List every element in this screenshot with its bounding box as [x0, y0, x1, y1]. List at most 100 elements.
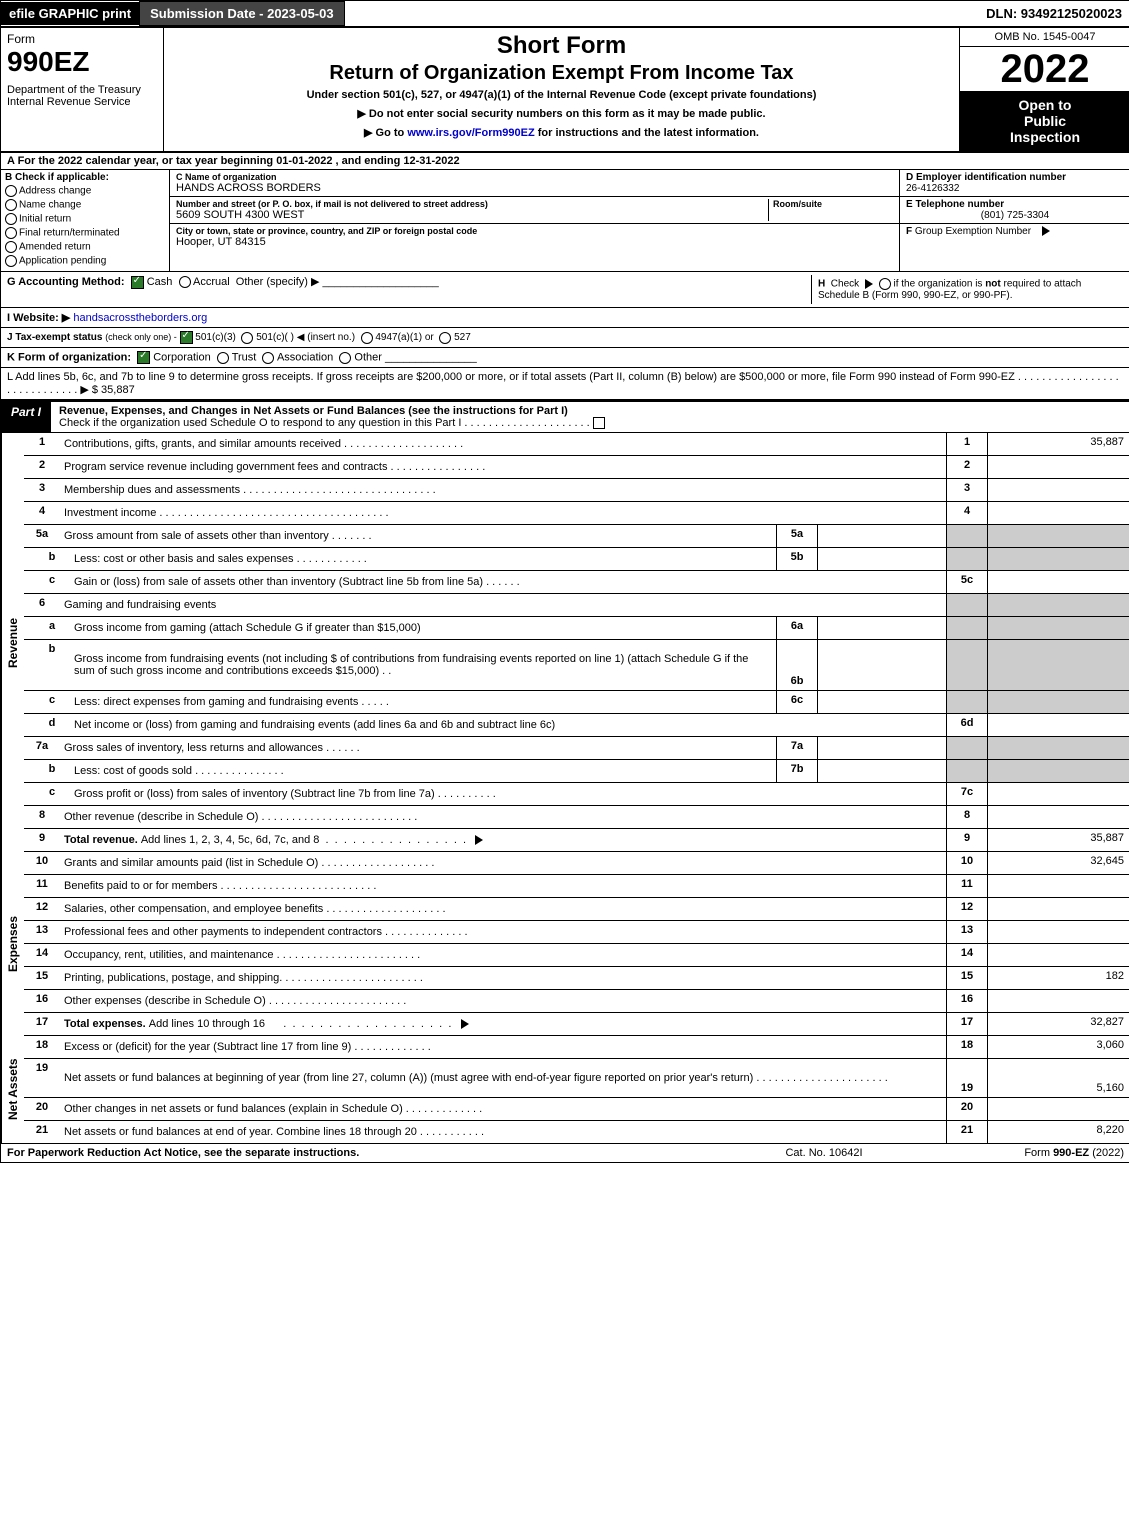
rv17: 32,827 — [987, 1013, 1129, 1035]
check-assoc[interactable] — [262, 352, 274, 364]
opt-assoc: Association — [277, 351, 333, 363]
opt-527: 527 — [454, 332, 471, 343]
footer-left: For Paperwork Reduction Act Notice, see … — [7, 1147, 724, 1159]
website-link[interactable]: handsacrosstheborders.org — [73, 312, 207, 324]
ln2: 2 — [24, 456, 60, 478]
ln8: 8 — [24, 806, 60, 828]
ln16: 16 — [24, 990, 60, 1012]
part1-label: Part I — [1, 402, 51, 432]
opt-other-org: Other — [354, 351, 382, 363]
rv19: 5,160 — [987, 1059, 1129, 1097]
rn19: 19 — [946, 1059, 987, 1097]
i-label: I Website: ▶ — [7, 312, 70, 324]
opt-501c: 501(c)( ) ◀ (insert no.) — [256, 332, 355, 343]
check-final[interactable] — [5, 227, 17, 239]
check-name[interactable] — [5, 199, 17, 211]
ld2: Program service revenue including govern… — [60, 456, 946, 478]
warn-ssn: ▶ Do not enter social security numbers o… — [170, 107, 953, 120]
rn16: 16 — [946, 990, 987, 1012]
ld14: Occupancy, rent, utilities, and maintena… — [60, 944, 946, 966]
rv6 — [987, 594, 1129, 616]
rv16 — [987, 990, 1129, 1012]
check-trust[interactable] — [217, 352, 229, 364]
section-a: A For the 2022 calendar year, or tax yea… — [1, 153, 1129, 170]
ln5c: c — [24, 571, 70, 593]
ln17: 17 — [24, 1013, 60, 1035]
section-bcdef: B Check if applicable: Address change Na… — [1, 170, 1129, 272]
g-label: G Accounting Method: — [7, 276, 125, 288]
opt-trust: Trust — [232, 351, 257, 363]
rn6c — [946, 691, 987, 713]
ln13: 13 — [24, 921, 60, 943]
iv7b — [817, 760, 946, 782]
check-initial[interactable] — [5, 213, 17, 225]
ln7b: b — [24, 760, 70, 782]
ein-value: 26-4126332 — [906, 183, 1124, 194]
check-amended[interactable] — [5, 241, 17, 253]
check-527[interactable] — [439, 332, 451, 344]
ld4: Investment income . . . . . . . . . . . … — [60, 502, 946, 524]
ln6b: b — [24, 640, 70, 690]
l-text: L Add lines 5b, 6c, and 7b to line 9 to … — [7, 371, 1119, 396]
rv6a — [987, 617, 1129, 639]
check-h[interactable] — [879, 278, 891, 290]
city-label: City or town, state or province, country… — [176, 226, 893, 236]
rn3: 3 — [946, 479, 987, 501]
rn15: 15 — [946, 967, 987, 989]
iv6a — [817, 617, 946, 639]
rn5c: 5c — [946, 571, 987, 593]
triangle-icon — [461, 1019, 469, 1029]
ln6a: a — [24, 617, 70, 639]
rn11: 11 — [946, 875, 987, 897]
open-inspection: Open to Public Inspection — [960, 91, 1129, 151]
efile-label[interactable]: efile GRAPHIC print — [1, 2, 139, 25]
irs-url-link[interactable]: www.irs.gov/Form990EZ — [407, 127, 534, 139]
section-def: D Employer identification number 26-4126… — [899, 170, 1129, 271]
ln9: 9 — [24, 829, 60, 851]
dln-label: DLN: 93492125020023 — [978, 2, 1129, 25]
h-text: H Check if the organization is not requi… — [811, 275, 1124, 304]
dept-label: Department of the Treasury — [7, 84, 157, 96]
check-pending[interactable] — [5, 255, 17, 267]
org-city: Hooper, UT 84315 — [176, 236, 893, 248]
ic6c: 6c — [776, 691, 817, 713]
check-4947[interactable] — [361, 332, 373, 344]
check-cash[interactable] — [131, 276, 144, 289]
ld19: Net assets or fund balances at beginning… — [60, 1059, 946, 1097]
opt-initial: Initial return — [19, 214, 71, 225]
check-corp[interactable] — [137, 351, 150, 364]
ld7a: Gross sales of inventory, less returns a… — [60, 737, 776, 759]
check-address[interactable] — [5, 185, 17, 197]
addr-label: Number and street (or P. O. box, if mail… — [176, 199, 768, 209]
check-schedule-o[interactable] — [593, 417, 605, 429]
rn1: 1 — [946, 433, 987, 455]
rv4 — [987, 502, 1129, 524]
rn14: 14 — [946, 944, 987, 966]
top-bar: efile GRAPHIC print Submission Date - 20… — [1, 1, 1129, 28]
ic7a: 7a — [776, 737, 817, 759]
header-center: Short Form Return of Organization Exempt… — [164, 28, 959, 151]
ld7c: Gross profit or (loss) from sales of inv… — [70, 783, 946, 805]
row-l: L Add lines 5b, 6c, and 7b to line 9 to … — [1, 368, 1129, 400]
header-left: Form 990EZ Department of the Treasury In… — [1, 28, 164, 151]
rv20 — [987, 1098, 1129, 1120]
ld6: Gaming and fundraising events — [60, 594, 946, 616]
part1-title-text: Revenue, Expenses, and Changes in Net As… — [59, 405, 568, 417]
check-501c3[interactable] — [180, 331, 193, 344]
footer-mid: Cat. No. 10642I — [724, 1147, 924, 1159]
opt-cash: Cash — [147, 276, 173, 288]
rv14 — [987, 944, 1129, 966]
rv1: 35,887 — [987, 433, 1129, 455]
iv6c — [817, 691, 946, 713]
triangle-icon — [475, 835, 483, 845]
check-accrual[interactable] — [179, 276, 191, 288]
goto-link[interactable]: ▶ Go to www.irs.gov/Form990EZ for instru… — [170, 126, 953, 139]
l-amount: 35,887 — [101, 384, 135, 396]
rn21: 21 — [946, 1121, 987, 1143]
check-501c[interactable] — [241, 332, 253, 344]
check-other[interactable] — [339, 352, 351, 364]
ln5a: 5a — [24, 525, 60, 547]
ld12: Salaries, other compensation, and employ… — [60, 898, 946, 920]
opt-accrual: Accrual — [193, 276, 230, 288]
ln7a: 7a — [24, 737, 60, 759]
